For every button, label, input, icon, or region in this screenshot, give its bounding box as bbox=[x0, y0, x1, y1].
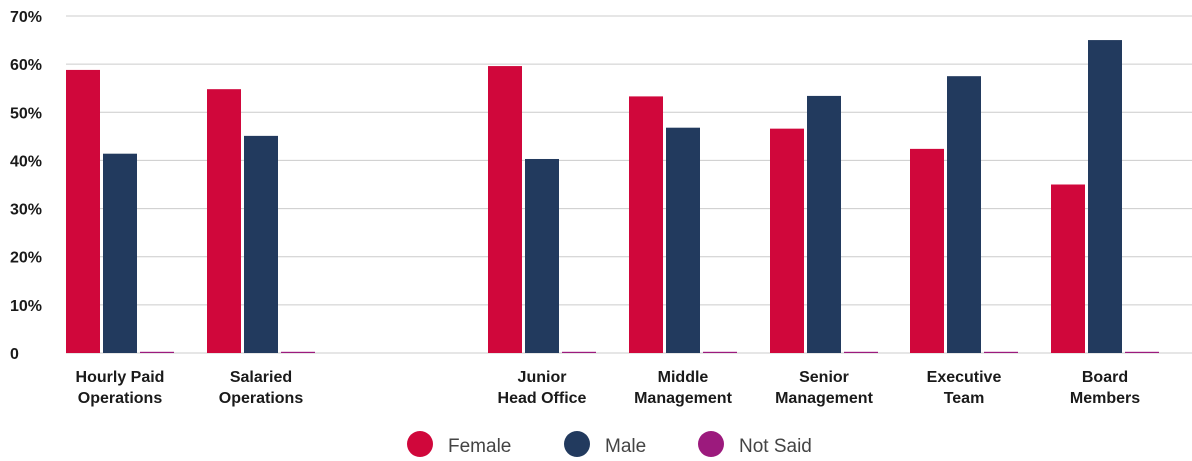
bars bbox=[66, 40, 1159, 354]
legend-item-male: Male bbox=[564, 431, 646, 457]
legend-swatch bbox=[407, 431, 433, 457]
bar-female bbox=[1051, 184, 1085, 353]
bar-not-said bbox=[984, 351, 1018, 353]
x-category-label: Senior bbox=[799, 369, 849, 386]
y-tick-label: 70% bbox=[10, 9, 42, 26]
bar-male bbox=[525, 158, 559, 353]
x-category-label: Junior bbox=[518, 369, 567, 386]
bar-female bbox=[207, 89, 241, 354]
bar-male bbox=[103, 153, 137, 353]
bar-male bbox=[666, 127, 700, 353]
bar-not-said bbox=[562, 351, 596, 353]
legend-swatch bbox=[698, 431, 724, 457]
bar-not-said bbox=[703, 351, 737, 353]
x-category-label: Salaried bbox=[230, 369, 292, 386]
x-category-label: Executive bbox=[927, 369, 1002, 386]
x-category-label: Team bbox=[944, 390, 985, 407]
x-category-label: Management bbox=[634, 390, 732, 407]
bar-female bbox=[629, 96, 663, 354]
bar-not-said bbox=[844, 351, 878, 353]
bar-male bbox=[947, 76, 981, 353]
bar-male bbox=[244, 135, 278, 353]
bar-not-said bbox=[1125, 351, 1159, 353]
x-category-label: Management bbox=[775, 390, 873, 407]
legend: Female Male Not Said bbox=[407, 431, 812, 457]
legend-label: Not Said bbox=[739, 436, 812, 457]
bar-not-said bbox=[140, 351, 174, 353]
x-category-label: Middle bbox=[658, 369, 709, 386]
y-tick-label: 40% bbox=[10, 153, 42, 170]
x-category-label: Operations bbox=[219, 390, 304, 407]
bar-female bbox=[488, 66, 522, 353]
legend-label: Female bbox=[448, 436, 511, 457]
x-category-label: Head Office bbox=[498, 390, 587, 407]
x-category-label: Board bbox=[1082, 369, 1128, 386]
y-tick-label: 30% bbox=[10, 202, 42, 219]
bar-male bbox=[807, 95, 841, 353]
y-tick-label: 50% bbox=[10, 105, 42, 122]
y-tick-label: 10% bbox=[10, 298, 42, 315]
bar-female bbox=[770, 128, 804, 353]
bar-male bbox=[1088, 40, 1122, 353]
x-axis-category-labels: Hourly Paid Operations Salaried Operations J… bbox=[76, 369, 1141, 407]
bar-not-said bbox=[281, 351, 315, 353]
legend-label: Male bbox=[605, 436, 646, 457]
x-category-label: Hourly Paid bbox=[76, 369, 165, 386]
y-tick-label: 20% bbox=[10, 250, 42, 267]
y-tick-label: 60% bbox=[10, 57, 42, 74]
bar-female bbox=[66, 69, 100, 354]
legend-swatch bbox=[564, 431, 590, 457]
legend-item-not-said: Not Said bbox=[698, 431, 812, 457]
bar-female bbox=[910, 148, 944, 353]
x-category-label: Operations bbox=[78, 390, 163, 407]
x-category-label: Members bbox=[1070, 390, 1140, 407]
y-axis-tick-labels: 0 10% 20% 30% 40% 50% 60% 70% bbox=[10, 9, 42, 363]
y-tick-label: 0 bbox=[10, 346, 19, 363]
legend-item-female: Female bbox=[407, 431, 511, 457]
